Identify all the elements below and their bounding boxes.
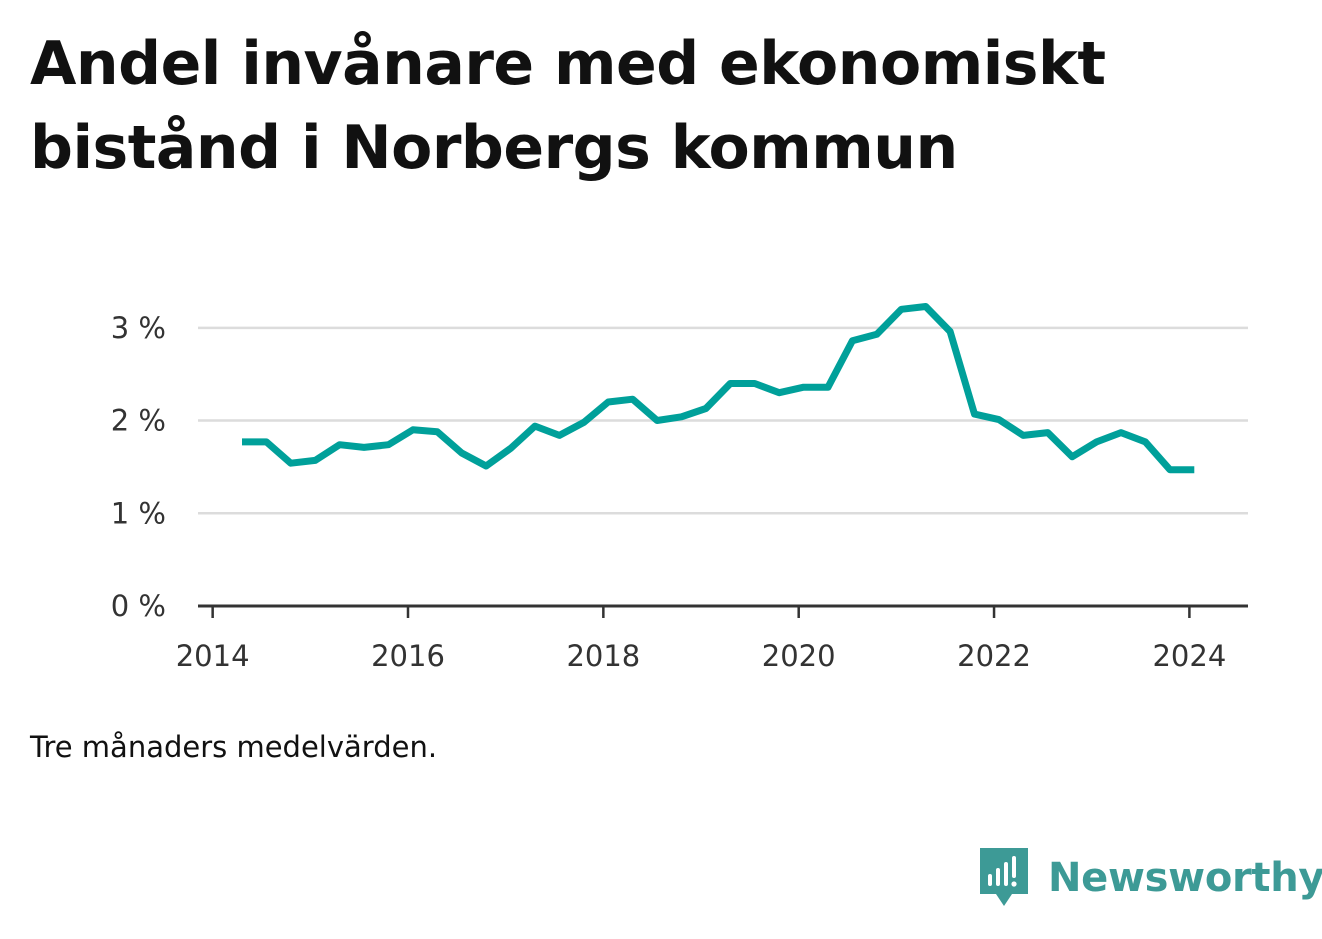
series-line: [242, 303, 1195, 474]
x-tick-label: 2014: [176, 639, 250, 673]
newsworthy-logo-icon: [980, 848, 1028, 906]
y-tick-label: 0 %: [111, 589, 166, 623]
brand-logo: Newsworthy: [980, 848, 1322, 908]
x-tick-label: 2020: [762, 639, 836, 673]
y-tick-label: 3 %: [111, 311, 166, 345]
x-tick-label: 2024: [1152, 639, 1226, 673]
chart-title: Andel invånare med ekonomiskt bistånd i …: [30, 29, 1106, 183]
y-axis: 0 % 1 % 2 % 3 %: [111, 311, 166, 623]
y-tick-label: 2 %: [111, 404, 166, 438]
series-group: [242, 303, 1195, 474]
x-tick-label: 2016: [371, 639, 445, 673]
x-tick-label: 2018: [566, 639, 640, 673]
x-tick-label: 2022: [957, 639, 1031, 673]
y-tick-label: 1 %: [111, 496, 166, 530]
grid-lines: [198, 326, 1248, 515]
brand-name: Newsworthy: [1048, 855, 1322, 901]
x-axis: 2014 2016 2018 2020 2022 2024: [176, 604, 1248, 673]
chart-note: Tre månaders medelvärden.: [30, 730, 438, 764]
